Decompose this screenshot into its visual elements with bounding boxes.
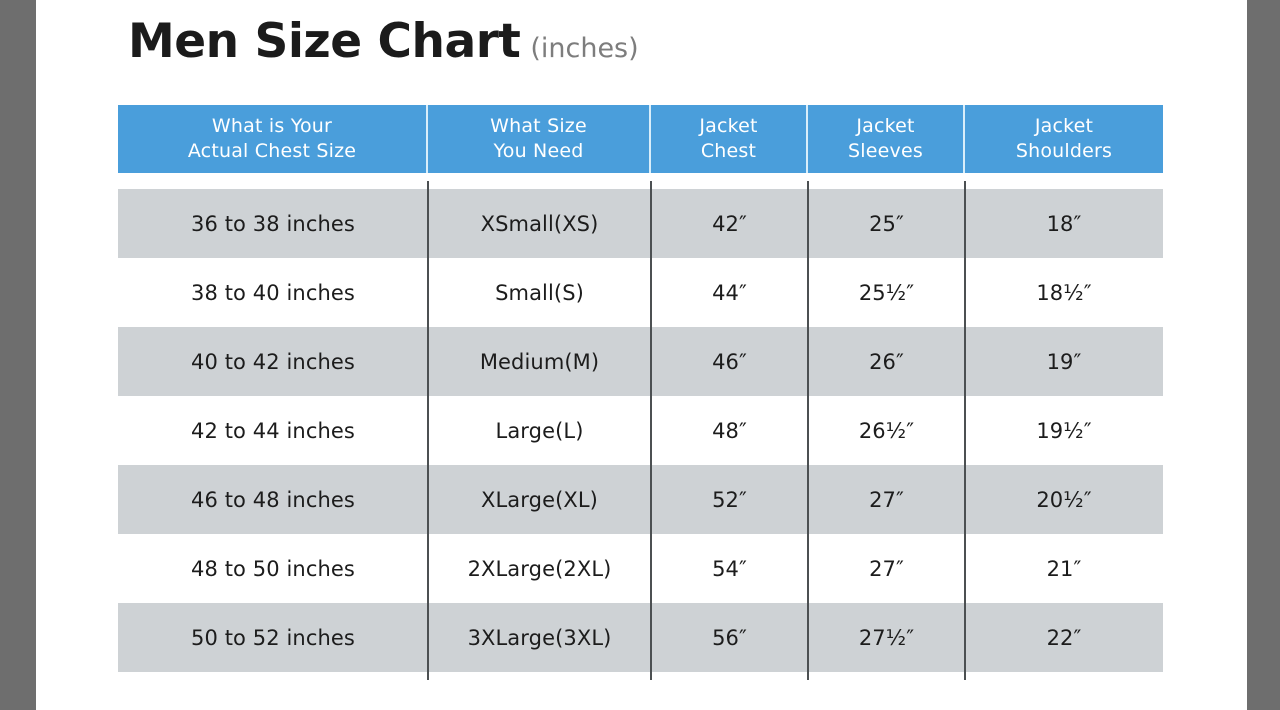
table-row: 38 to 40 inches Small(S) 44″ 25½″ 18½″ bbox=[118, 258, 1163, 327]
table-body: 36 to 38 inches XSmall(XS) 42″ 25″ 18″ 3… bbox=[118, 181, 1163, 680]
cell-jacket-sleeves: 27½″ bbox=[858, 625, 915, 650]
cell-jacket-sleeves: 27″ bbox=[869, 487, 904, 512]
cell-jacket-shoulders: 22″ bbox=[1046, 625, 1082, 650]
page-title-unit: (inches) bbox=[530, 33, 639, 64]
column-header-line1: What Size bbox=[490, 114, 587, 137]
cell-jacket-sleeves: 25″ bbox=[869, 211, 904, 236]
cell-actual-chest: 38 to 40 inches bbox=[191, 280, 355, 305]
cell-actual-chest: 40 to 42 inches bbox=[191, 349, 355, 374]
column-header-line2: Chest bbox=[700, 140, 757, 162]
cell-jacket-sleeves: 25½″ bbox=[858, 280, 915, 305]
column-header-actual-chest: What is Your Actual Chest Size bbox=[118, 105, 428, 173]
table-row: 48 to 50 inches 2XLarge(2XL) 54″ 27″ 21″ bbox=[118, 534, 1163, 603]
table-row: 46 to 48 inches XLarge(XL) 52″ 27″ 20½″ bbox=[118, 465, 1163, 534]
column-header-line2: Shoulders bbox=[1015, 140, 1113, 162]
cell-actual-chest: 50 to 52 inches bbox=[191, 625, 355, 650]
table-row: 42 to 44 inches Large(L) 48″ 26½″ 19½″ bbox=[118, 396, 1163, 465]
cell-size-needed: 3XLarge(3XL) bbox=[467, 625, 612, 650]
cell-size-needed: Large(L) bbox=[495, 418, 584, 443]
letterbox-right bbox=[1247, 0, 1280, 710]
column-divider bbox=[427, 181, 429, 680]
column-header-line2: Actual Chest Size bbox=[187, 140, 357, 162]
cell-jacket-shoulders: 18″ bbox=[1046, 211, 1082, 236]
cell-jacket-shoulders: 19″ bbox=[1046, 349, 1082, 374]
cell-jacket-sleeves: 26½″ bbox=[858, 418, 915, 443]
cell-jacket-shoulders: 19½″ bbox=[1036, 418, 1092, 443]
size-chart-page: Men Size Chart (inches) What is Your Act… bbox=[36, 0, 1247, 710]
column-header-line1: Jacket bbox=[699, 114, 758, 137]
table-header-row: What is Your Actual Chest Size What Size… bbox=[118, 105, 1163, 173]
column-divider bbox=[650, 181, 652, 680]
column-header-line2: Sleeves bbox=[848, 140, 923, 162]
column-header-jacket-chest: Jacket Chest bbox=[651, 105, 808, 173]
column-header-line1: Jacket bbox=[856, 114, 915, 137]
cell-jacket-chest: 44″ bbox=[712, 280, 747, 305]
cell-jacket-chest: 54″ bbox=[712, 556, 747, 581]
letterbox-left bbox=[0, 0, 36, 710]
cell-actual-chest: 36 to 38 inches bbox=[191, 211, 355, 236]
cell-actual-chest: 48 to 50 inches bbox=[191, 556, 355, 581]
column-header-jacket-shoulders: Jacket Shoulders bbox=[965, 105, 1163, 173]
page-title-main: Men Size Chart bbox=[128, 14, 521, 69]
cell-jacket-chest: 56″ bbox=[712, 625, 747, 650]
cell-size-needed: XSmall(XS) bbox=[480, 211, 599, 236]
cell-size-needed: Medium(M) bbox=[479, 349, 600, 374]
cell-jacket-shoulders: 20½″ bbox=[1036, 487, 1092, 512]
cell-jacket-shoulders: 18½″ bbox=[1036, 280, 1092, 305]
table-row: 50 to 52 inches 3XLarge(3XL) 56″ 27½″ 22… bbox=[118, 603, 1163, 672]
cell-jacket-chest: 52″ bbox=[712, 487, 747, 512]
column-header-line1: What is Your bbox=[211, 114, 333, 137]
cell-jacket-chest: 46″ bbox=[712, 349, 747, 374]
cell-jacket-sleeves: 27″ bbox=[869, 556, 904, 581]
column-divider bbox=[807, 181, 809, 680]
cell-size-needed: Small(S) bbox=[495, 280, 584, 305]
table-row: 36 to 38 inches XSmall(XS) 42″ 25″ 18″ bbox=[118, 189, 1163, 258]
cell-jacket-chest: 48″ bbox=[712, 418, 747, 443]
cell-jacket-sleeves: 26″ bbox=[869, 349, 904, 374]
column-header-size-needed: What Size You Need bbox=[428, 105, 651, 173]
table-row: 40 to 42 inches Medium(M) 46″ 26″ 19″ bbox=[118, 327, 1163, 396]
column-header-line2: You Need bbox=[493, 140, 584, 162]
cell-actual-chest: 46 to 48 inches bbox=[191, 487, 355, 512]
column-header-line1: Jacket bbox=[1034, 114, 1094, 137]
cell-size-needed: 2XLarge(2XL) bbox=[467, 556, 612, 581]
cell-size-needed: XLarge(XL) bbox=[481, 487, 598, 512]
cell-actual-chest: 42 to 44 inches bbox=[191, 418, 355, 443]
page-title: Men Size Chart (inches) bbox=[128, 18, 639, 65]
cell-jacket-chest: 42″ bbox=[712, 211, 747, 236]
column-header-jacket-sleeves: Jacket Sleeves bbox=[808, 105, 965, 173]
cell-jacket-shoulders: 21″ bbox=[1046, 556, 1082, 581]
column-divider bbox=[964, 181, 966, 680]
size-chart-table: What is Your Actual Chest Size What Size… bbox=[118, 105, 1163, 680]
